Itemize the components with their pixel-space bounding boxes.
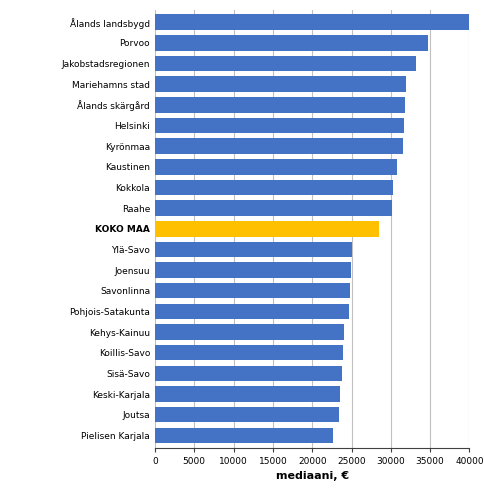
Bar — [155, 138, 403, 154]
Bar — [155, 221, 379, 237]
X-axis label: mediaani, €: mediaani, € — [275, 471, 349, 481]
Bar — [155, 283, 350, 299]
Bar — [155, 200, 393, 216]
Bar — [155, 35, 428, 51]
Bar — [155, 118, 404, 133]
Bar — [155, 366, 342, 381]
Bar — [155, 159, 397, 175]
Bar — [155, 407, 339, 423]
Bar — [155, 180, 393, 195]
Bar — [155, 386, 341, 402]
Bar — [155, 76, 406, 92]
Bar — [155, 242, 351, 257]
Bar — [155, 56, 416, 71]
Bar — [155, 97, 405, 113]
Bar — [155, 345, 343, 361]
Bar — [155, 428, 333, 443]
Bar — [155, 14, 472, 30]
Bar — [155, 304, 349, 319]
Bar — [155, 262, 351, 278]
Bar — [155, 324, 345, 340]
